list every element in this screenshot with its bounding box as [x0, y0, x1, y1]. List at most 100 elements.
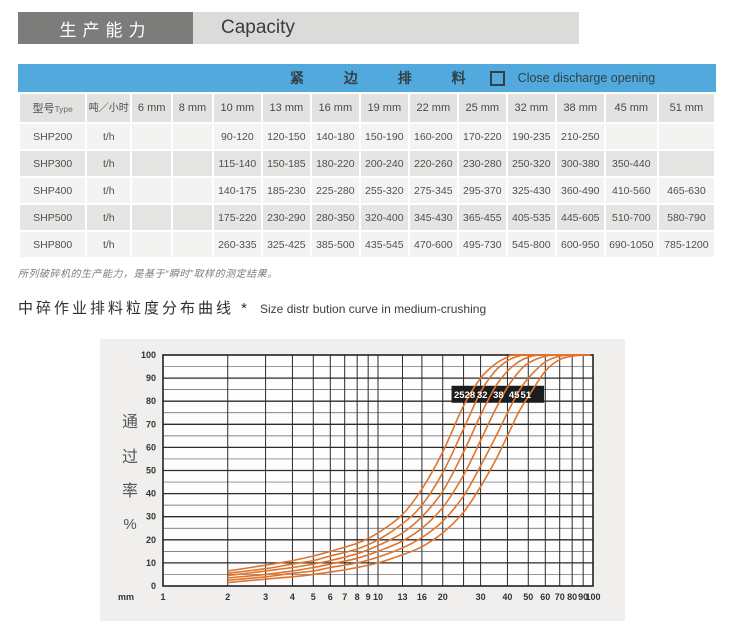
- table-cell: 275-345: [409, 178, 457, 203]
- table-cell: [132, 232, 172, 257]
- table-cell: [658, 124, 714, 149]
- table-row: SHP300 t/h 115-140 150-185 180-220 200-240 220…: [20, 151, 714, 176]
- x-tick-label: 1: [160, 592, 165, 602]
- curve-label-box: [451, 385, 545, 403]
- x-axis-unit-label: mm: [118, 592, 134, 602]
- x-tick-label: 90: [578, 592, 588, 602]
- model-cell: SHP500: [20, 205, 86, 230]
- y-axis-label-char: 率: [122, 482, 138, 500]
- table-cell: t/h: [87, 205, 131, 230]
- table-cell: 495-730: [458, 232, 506, 257]
- y-tick-label: 10: [146, 558, 156, 568]
- curve-32: [227, 354, 591, 577]
- table-cell: 190-235: [507, 124, 555, 149]
- table-cell: 255-320: [360, 178, 408, 203]
- band-label-cn: 紧 边 排 料: [290, 70, 484, 86]
- table-cell: 200-240: [360, 151, 408, 176]
- table-header-row: 型号Type 吨／小时 6 mm 8 mm 10 mm 13 mm 16 mm 19 mm 22…: [20, 94, 714, 122]
- curve-51: [227, 354, 591, 584]
- plot-border: [162, 354, 594, 587]
- checkbox-icon: [489, 70, 505, 86]
- curve-title-en: Size distr bution curve in medium-crushi…: [260, 302, 487, 316]
- table-cell: 230-280: [458, 151, 506, 176]
- capacity-page: 生产能力 Capacity 紧 边 排 料 Close discharge op…: [18, 12, 716, 621]
- x-tick-label: 3: [263, 592, 268, 602]
- table-cell: 115-140: [213, 151, 261, 176]
- table-header-cell: 6 mm: [132, 94, 172, 122]
- table-cell: 295-370: [458, 178, 506, 203]
- table-cell: 170-220: [458, 124, 506, 149]
- table-cell: 90-120: [213, 124, 261, 149]
- table-cell: [132, 124, 172, 149]
- curve-label-45: 45: [509, 390, 520, 401]
- x-tick-label: 70: [555, 592, 565, 602]
- curve-label-25: 25: [454, 390, 465, 401]
- table-cell: 150-185: [262, 151, 310, 176]
- table-cell: 545-800: [507, 232, 555, 257]
- table-cell: [605, 124, 657, 149]
- table-header-cell: 13 mm: [262, 94, 310, 122]
- curve-25: [227, 354, 591, 572]
- table-cell: 785-1200: [658, 232, 714, 257]
- table-cell: 320-400: [360, 205, 408, 230]
- table-cell: 120-150: [262, 124, 310, 149]
- table-cell: [132, 178, 172, 203]
- table-cell: 185-230: [262, 178, 310, 203]
- x-tick-label: 2: [225, 592, 230, 602]
- close-discharge-band: 紧 边 排 料 Close discharge opening: [18, 64, 716, 92]
- y-tick-label: 60: [146, 442, 156, 452]
- curve-label-38: 38: [493, 390, 504, 401]
- y-axis-label-char: 通: [122, 413, 138, 431]
- y-tick-label: 20: [146, 535, 156, 545]
- table-cell: [173, 178, 212, 203]
- distribution-chart: 25 28 32 38 45 51 0 10 20 30 40 50 60 70 80 90 100 1 2 3 4 5 6…: [100, 339, 625, 621]
- table-cell: 385-500: [311, 232, 359, 257]
- capacity-table-body: SHP200 t/h 90-120 120-150 140-180 150-190 160-…: [20, 124, 714, 257]
- table-cell: t/h: [87, 124, 131, 149]
- table-cell: 360-490: [556, 178, 604, 203]
- table-header-cell: 51 mm: [658, 94, 714, 122]
- table-cell: 250-320: [507, 151, 555, 176]
- table-cell: 465-630: [658, 178, 714, 203]
- table-cell: 150-190: [360, 124, 408, 149]
- table-cell: t/h: [87, 178, 131, 203]
- table-row: SHP400 t/h 140-175 185-230 225-280 255-320 275…: [20, 178, 714, 203]
- x-tick-label: 60: [540, 592, 550, 602]
- table-row: SHP800 t/h 260-335 325-425 385-500 435-545 470…: [20, 232, 714, 257]
- table-cell: 160-200: [409, 124, 457, 149]
- curve-label-51: 51: [521, 390, 532, 401]
- table-cell: t/h: [87, 151, 131, 176]
- curve-38: [227, 354, 591, 579]
- curve-section-title: 中碎作业排料粒度分布曲线 * Size distr bution curve i…: [18, 297, 716, 318]
- x-tick-label: 10: [373, 592, 383, 602]
- table-header-cell: 8 mm: [173, 94, 212, 122]
- model-cell: SHP300: [20, 151, 86, 176]
- table-cell: [173, 205, 212, 230]
- table-cell: 140-175: [213, 178, 261, 203]
- x-tick-label: 20: [438, 592, 448, 602]
- capacity-note: 所列破碎机的生产能力，是基于“瞬时”取样的测定结果。: [18, 269, 278, 280]
- table-cell: 325-425: [262, 232, 310, 257]
- table-header-cell: 型号Type: [20, 94, 86, 122]
- table-cell: [132, 151, 172, 176]
- table-cell: 410-560: [605, 178, 657, 203]
- table-cell: [658, 151, 714, 176]
- x-tick-label: 16: [417, 592, 427, 602]
- table-cell: 300-380: [556, 151, 604, 176]
- x-tick-label: 40: [502, 592, 512, 602]
- y-tick-label: 40: [146, 489, 156, 499]
- table-cell: 140-180: [311, 124, 359, 149]
- table-cell: 600-950: [556, 232, 604, 257]
- y-tick-label: 70: [146, 419, 156, 429]
- table-cell: 510-700: [605, 205, 657, 230]
- table-header-cell: 22 mm: [409, 94, 457, 122]
- banner-title-cn: 生产能力: [18, 12, 193, 44]
- table-cell: [173, 151, 212, 176]
- band-label-en: Close discharge opening: [517, 71, 656, 85]
- table-cell: 175-220: [213, 205, 261, 230]
- table-cell: [132, 205, 172, 230]
- table-header-cell: 19 mm: [360, 94, 408, 122]
- y-axis-label-char: %: [123, 516, 136, 533]
- y-axis-label-char: 过: [122, 448, 138, 466]
- curve-label-28: 28: [465, 390, 476, 401]
